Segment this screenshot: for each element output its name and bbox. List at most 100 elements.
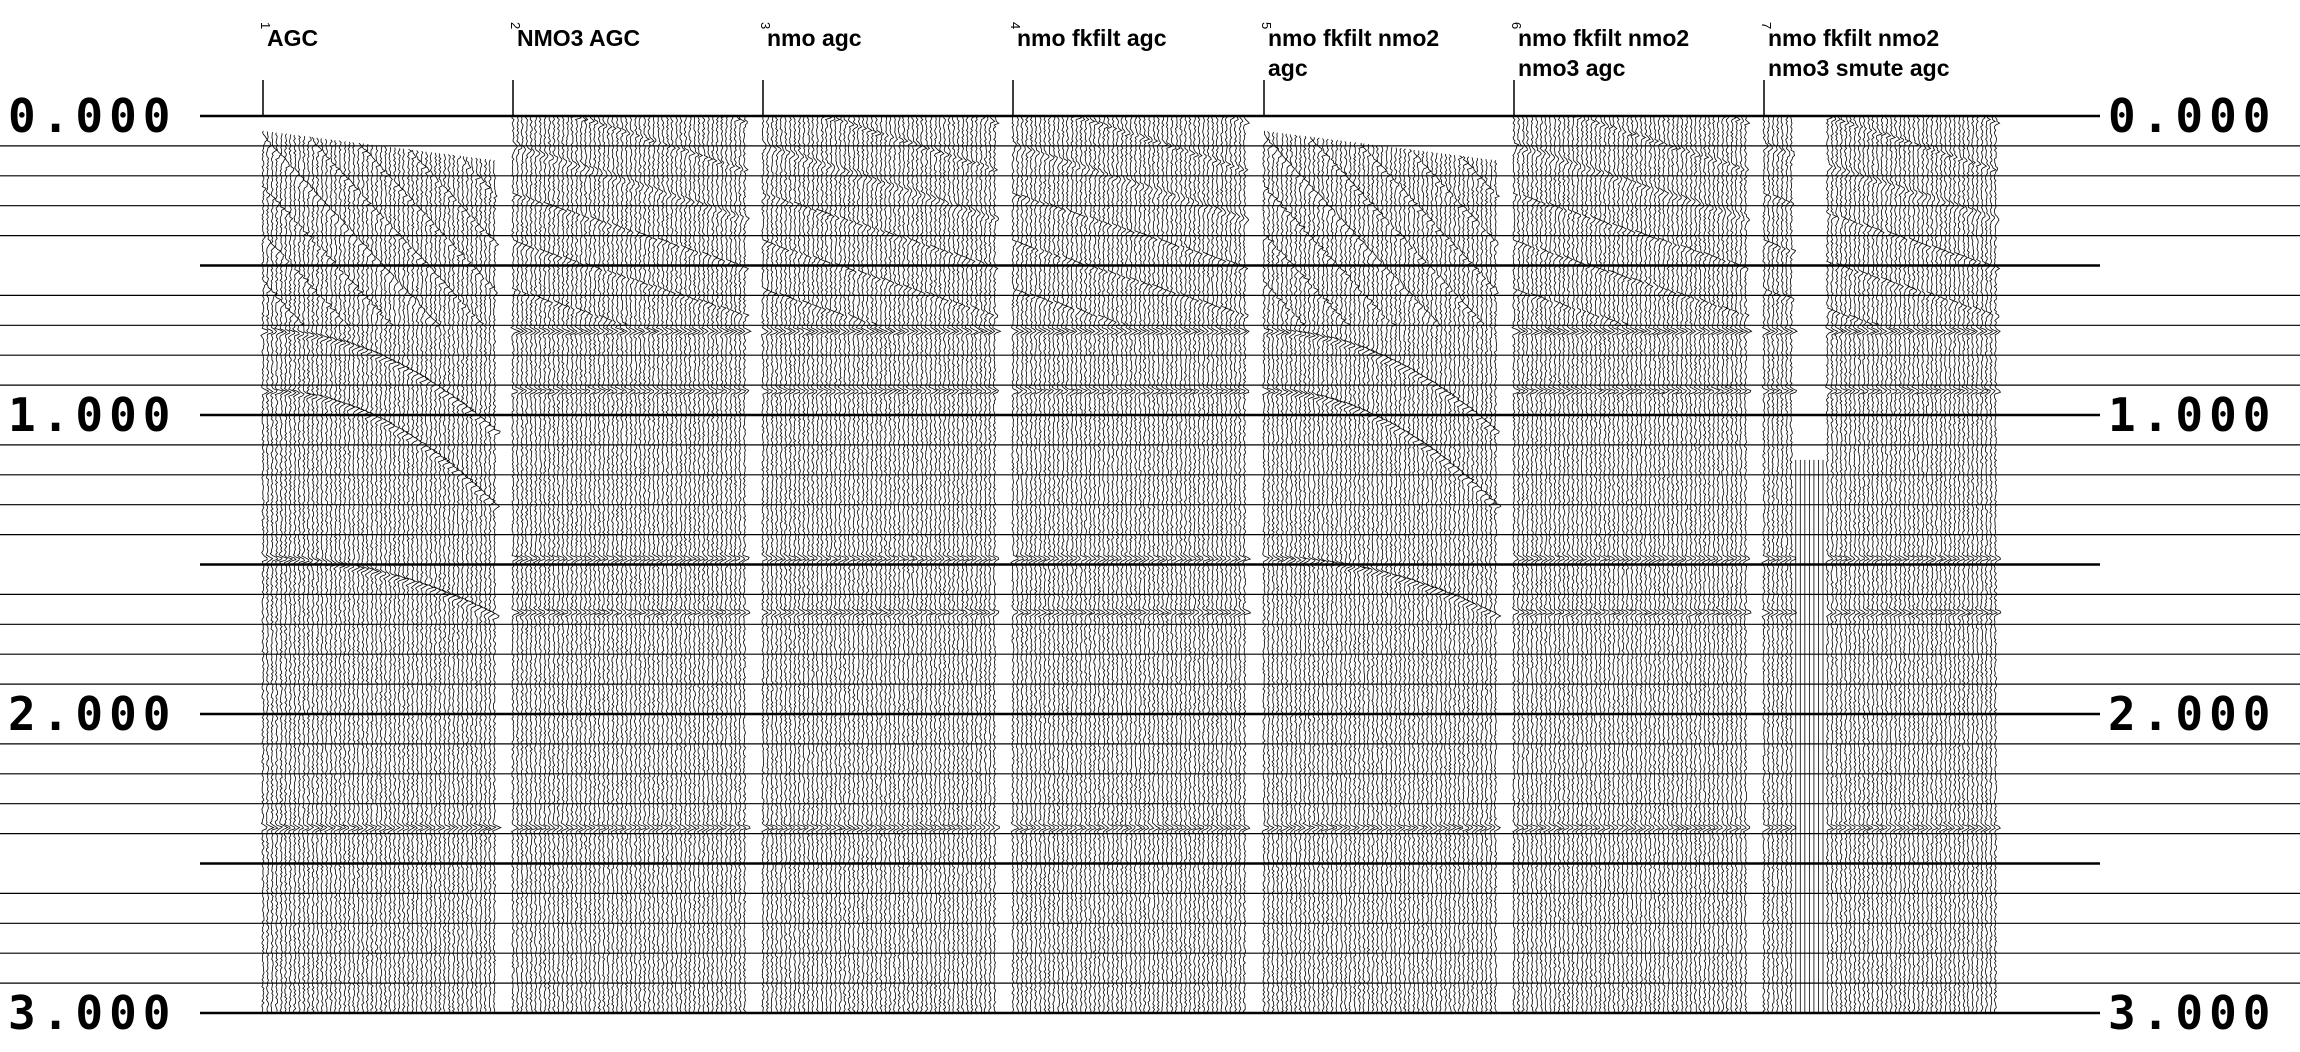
trace	[278, 133, 289, 1013]
trace	[810, 115, 819, 1014]
trace	[701, 115, 710, 1014]
trace	[1770, 115, 1780, 1014]
trace	[583, 115, 593, 1014]
trace	[1037, 115, 1047, 1014]
trace	[669, 115, 679, 1014]
panel-title: nmo fkfilt nmo2	[1268, 25, 1439, 51]
trace	[787, 115, 797, 1014]
trace	[1320, 138, 1330, 1013]
trace	[487, 159, 497, 1012]
trace	[1201, 115, 1211, 1014]
trace	[396, 148, 407, 1014]
trace	[851, 115, 862, 1014]
trace	[1670, 115, 1680, 1014]
trace	[410, 149, 420, 1013]
trace	[1401, 148, 1412, 1012]
trace	[578, 115, 589, 1013]
trace	[1051, 115, 1062, 1014]
trace	[1205, 115, 1215, 1014]
trace	[1879, 115, 1889, 1014]
trace	[1470, 157, 1479, 1012]
trace	[1974, 115, 1985, 1013]
trace	[1311, 137, 1321, 1013]
trace	[1375, 145, 1385, 1012]
trace	[524, 115, 534, 1014]
trace	[883, 115, 893, 1014]
trace	[1028, 115, 1038, 1014]
trace	[1173, 115, 1184, 1014]
trace	[574, 115, 584, 1014]
trace	[560, 115, 571, 1014]
trace	[1123, 115, 1134, 1014]
panel-title: nmo fkfilt nmo2	[1518, 25, 1689, 51]
trace	[992, 115, 1002, 1014]
trace	[710, 116, 720, 1014]
trace	[1965, 115, 1976, 1014]
trace	[414, 150, 425, 1012]
trace	[360, 143, 370, 1013]
trace	[1720, 115, 1730, 1014]
trace	[587, 115, 597, 1014]
trace	[1624, 115, 1635, 1014]
trace	[1829, 115, 1839, 1014]
trace	[1566, 115, 1576, 1014]
panel-number: 6	[1509, 22, 1524, 29]
trace	[1196, 115, 1205, 1014]
trace	[441, 153, 451, 1012]
trace	[1438, 153, 1449, 1013]
trace	[919, 115, 929, 1014]
trace	[1434, 152, 1444, 1013]
trace	[1389, 147, 1398, 1012]
trace	[482, 158, 492, 1012]
trace	[1182, 115, 1193, 1014]
trace	[1370, 144, 1380, 1012]
trace	[610, 115, 620, 1014]
panel-title: agc	[1268, 55, 1308, 81]
trace	[378, 145, 388, 1013]
trace	[1561, 115, 1571, 1014]
trace	[401, 148, 410, 1012]
trace	[1906, 115, 1916, 1014]
trace	[1761, 115, 1771, 1014]
trace	[1920, 115, 1930, 1014]
trace	[742, 115, 752, 1014]
trace	[905, 116, 916, 1014]
trace	[828, 115, 839, 1013]
trace	[761, 115, 770, 1014]
trace	[260, 130, 270, 1012]
trace	[1579, 115, 1589, 1014]
trace	[1366, 143, 1376, 1013]
trace	[960, 115, 970, 1014]
trace	[1701, 115, 1712, 1014]
trace	[1915, 115, 1926, 1014]
trace	[1883, 115, 1895, 1014]
trace	[288, 134, 297, 1012]
trace	[1242, 115, 1252, 1014]
trace	[537, 115, 547, 1014]
trace	[364, 143, 375, 1013]
trace	[1074, 115, 1084, 1014]
trace	[1325, 138, 1335, 1014]
trace	[969, 115, 979, 1014]
trace	[1192, 115, 1202, 1014]
trace	[1638, 115, 1648, 1014]
trace	[964, 115, 974, 1014]
trace	[1210, 115, 1219, 1014]
trace	[338, 140, 347, 1013]
trace	[510, 115, 521, 1014]
trace	[1607, 115, 1617, 1014]
trace	[274, 132, 285, 1012]
trace	[1088, 115, 1097, 1014]
trace	[1429, 151, 1439, 1012]
trace	[1010, 115, 1020, 1014]
time-label-right: 1.000	[2108, 388, 2276, 442]
wiggle-traces	[260, 130, 502, 1014]
trace	[1511, 115, 1521, 1014]
trace	[446, 154, 457, 1013]
trace	[1293, 134, 1303, 1013]
trace	[1343, 141, 1354, 1012]
